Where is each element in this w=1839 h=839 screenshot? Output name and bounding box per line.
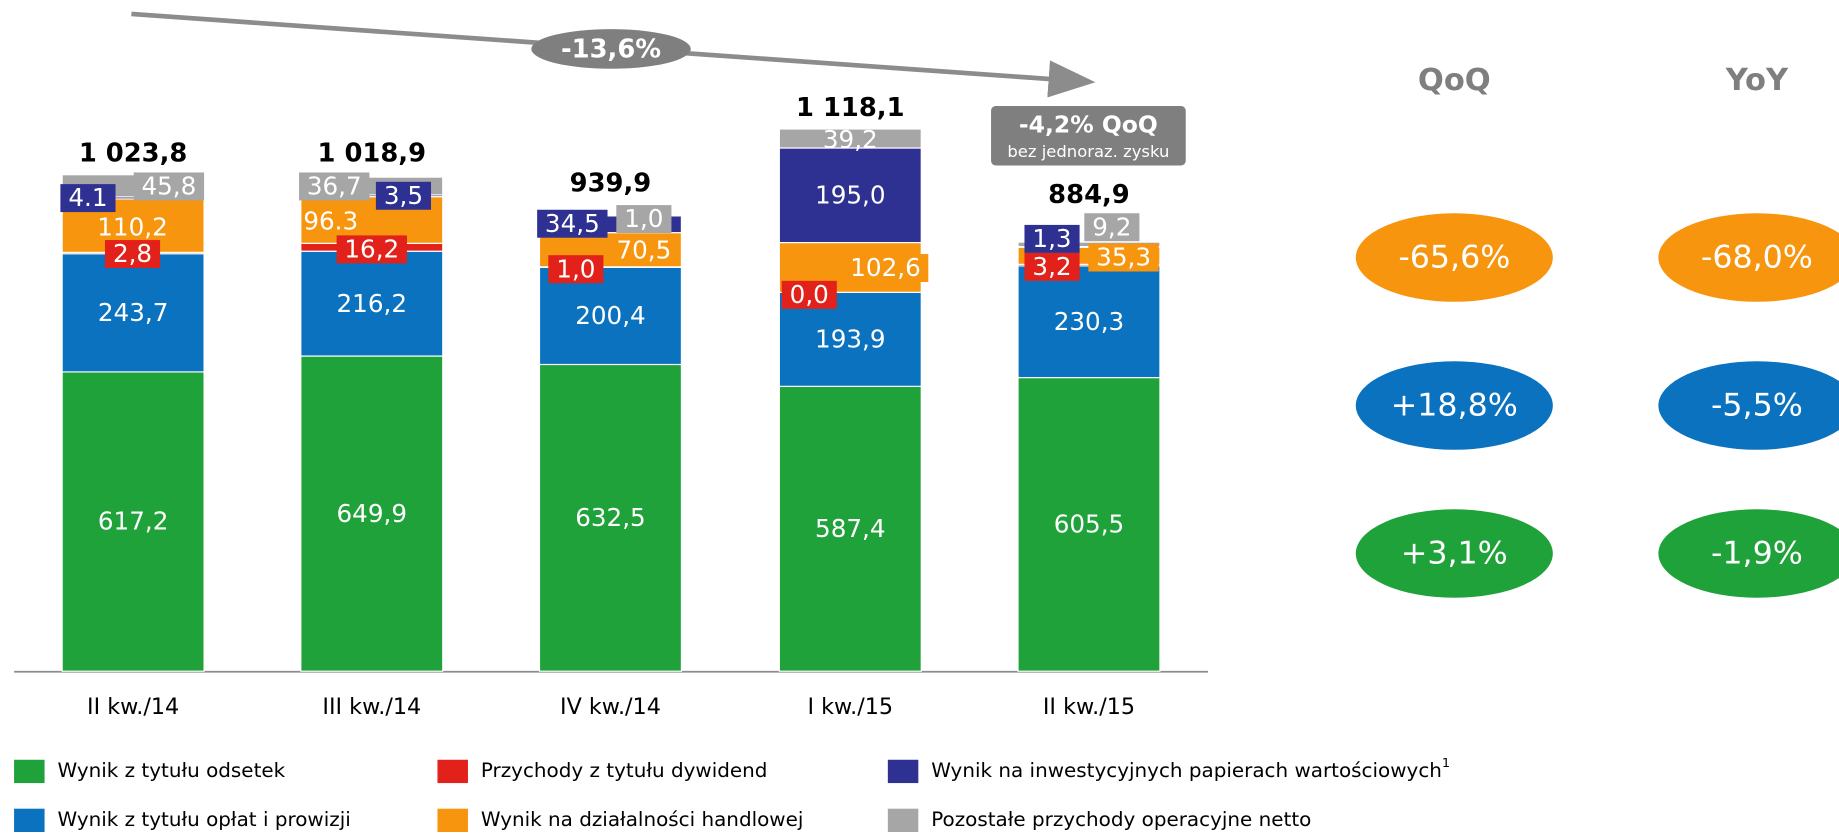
legend-label: Przychody z tytułu dywidend <box>481 759 768 782</box>
data-label: 45,8 <box>141 172 196 201</box>
legend-swatch <box>887 759 919 784</box>
label-box <box>375 181 432 210</box>
data-label: 243,7 <box>98 298 169 327</box>
data-label: 617,2 <box>98 507 169 536</box>
legend-swatch <box>437 808 468 833</box>
legend-label: Wynik z tytułu odsetek <box>57 759 285 782</box>
x-tick-label: II kw./15 <box>1043 694 1135 720</box>
data-label: 216,2 <box>337 289 408 318</box>
comparison-badge <box>1658 213 1839 302</box>
data-label: 632,5 <box>575 503 646 532</box>
legend-label: Pozostałe przychody operacyjne netto <box>931 808 1311 831</box>
legend-label: Wynik z tytułu opłat i prowizji <box>57 808 350 831</box>
bar-segment <box>300 250 444 357</box>
legend-swatch <box>437 759 468 784</box>
data-label: 605,5 <box>1054 510 1125 539</box>
legend-swatch <box>887 808 919 833</box>
comparison-badge <box>1355 361 1553 450</box>
data-label: 1,3 <box>1032 224 1071 253</box>
legend-swatch <box>14 808 45 833</box>
label-box <box>1088 243 1159 272</box>
data-label: 200,4 <box>575 301 646 330</box>
data-label: 193,9 <box>815 325 886 354</box>
data-label: 110,2 <box>97 212 168 241</box>
legend-swatch <box>14 759 45 784</box>
total-label: 884,9 <box>1048 180 1130 210</box>
label-box <box>133 172 205 201</box>
legend-label: Wynik na działalności handlowej <box>481 808 804 831</box>
x-tick-label: IV kw./14 <box>560 694 661 720</box>
bar-segment <box>300 355 444 672</box>
data-label: 39,2 <box>823 125 878 154</box>
label-box <box>842 254 929 282</box>
data-label: 3,5 <box>384 181 423 210</box>
legend-footnote: 1 <box>1442 756 1450 771</box>
bar-segment <box>778 147 922 244</box>
data-label: 16,2 <box>344 235 399 264</box>
data-label: 3,2 <box>1032 252 1071 281</box>
comparison-value: -1,9% <box>1711 536 1803 572</box>
comparison-value: +3,1% <box>1401 536 1508 572</box>
data-label: 96.3 <box>303 207 358 236</box>
label-box <box>1084 213 1140 242</box>
trend-badge <box>531 29 691 69</box>
data-label: 649,9 <box>337 499 408 528</box>
comparison-value: +18,8% <box>1391 388 1518 424</box>
data-label: 70,5 <box>616 236 671 265</box>
comparison-badge <box>1658 509 1839 598</box>
label-box <box>608 236 680 265</box>
data-label: 35,3 <box>1096 243 1151 272</box>
label-box <box>60 184 116 213</box>
comparison-header: QoQ <box>1418 63 1491 98</box>
data-label: 587,4 <box>815 514 886 543</box>
comparison-value: -5,5% <box>1711 388 1803 424</box>
data-label: 1,0 <box>556 254 595 283</box>
bar-segment <box>538 363 683 672</box>
comparison-badge <box>1355 213 1553 302</box>
label-box <box>299 172 370 201</box>
x-tick-label: II kw./14 <box>87 694 179 720</box>
legend-label: Wynik na inwestycyjnych papierach wartoś… <box>931 756 1450 782</box>
label-box <box>616 205 672 234</box>
label-box <box>548 255 604 284</box>
label-box <box>1024 224 1080 253</box>
data-label: 0,0 <box>790 280 829 309</box>
data-label: 4.1 <box>68 183 107 212</box>
bar-segment <box>778 385 922 672</box>
data-label: 34,5 <box>545 209 600 238</box>
comparison-value: -68,0% <box>1701 240 1813 276</box>
data-label: 36,7 <box>307 172 362 201</box>
bar-segment <box>778 128 922 149</box>
comparison-value: -65,6% <box>1398 240 1510 276</box>
total-label: 939,9 <box>570 169 652 199</box>
data-label: 230,3 <box>1054 307 1125 336</box>
trend-label: -13,6% <box>561 35 661 65</box>
bar-segment <box>61 371 205 672</box>
bar-segment <box>1017 265 1161 379</box>
total-label: 1 118,1 <box>796 93 904 123</box>
data-label: 1,0 <box>624 204 663 233</box>
data-label: 195,0 <box>815 181 886 210</box>
note-subtitle: bez jednoraz. zysku <box>1007 142 1169 161</box>
comparison-badge <box>1355 509 1553 598</box>
note-box <box>991 106 1186 166</box>
label-box <box>781 280 837 309</box>
x-tick-label: III kw./14 <box>322 694 421 720</box>
note-title: -4,2% QoQ <box>1019 110 1158 138</box>
total-label: 1 023,8 <box>79 138 187 168</box>
data-label: 102,6 <box>850 253 921 282</box>
total-label: 1 018,9 <box>318 138 426 168</box>
label-box <box>1024 252 1080 281</box>
label-box <box>537 209 608 238</box>
label-box <box>336 235 407 264</box>
comparison-header: YoY <box>1725 63 1789 98</box>
comparison-badge <box>1658 361 1839 450</box>
data-label: 2,8 <box>113 239 152 268</box>
label-box <box>104 240 161 269</box>
data-label: 9,2 <box>1092 212 1131 241</box>
x-tick-label: I kw./15 <box>807 694 893 720</box>
